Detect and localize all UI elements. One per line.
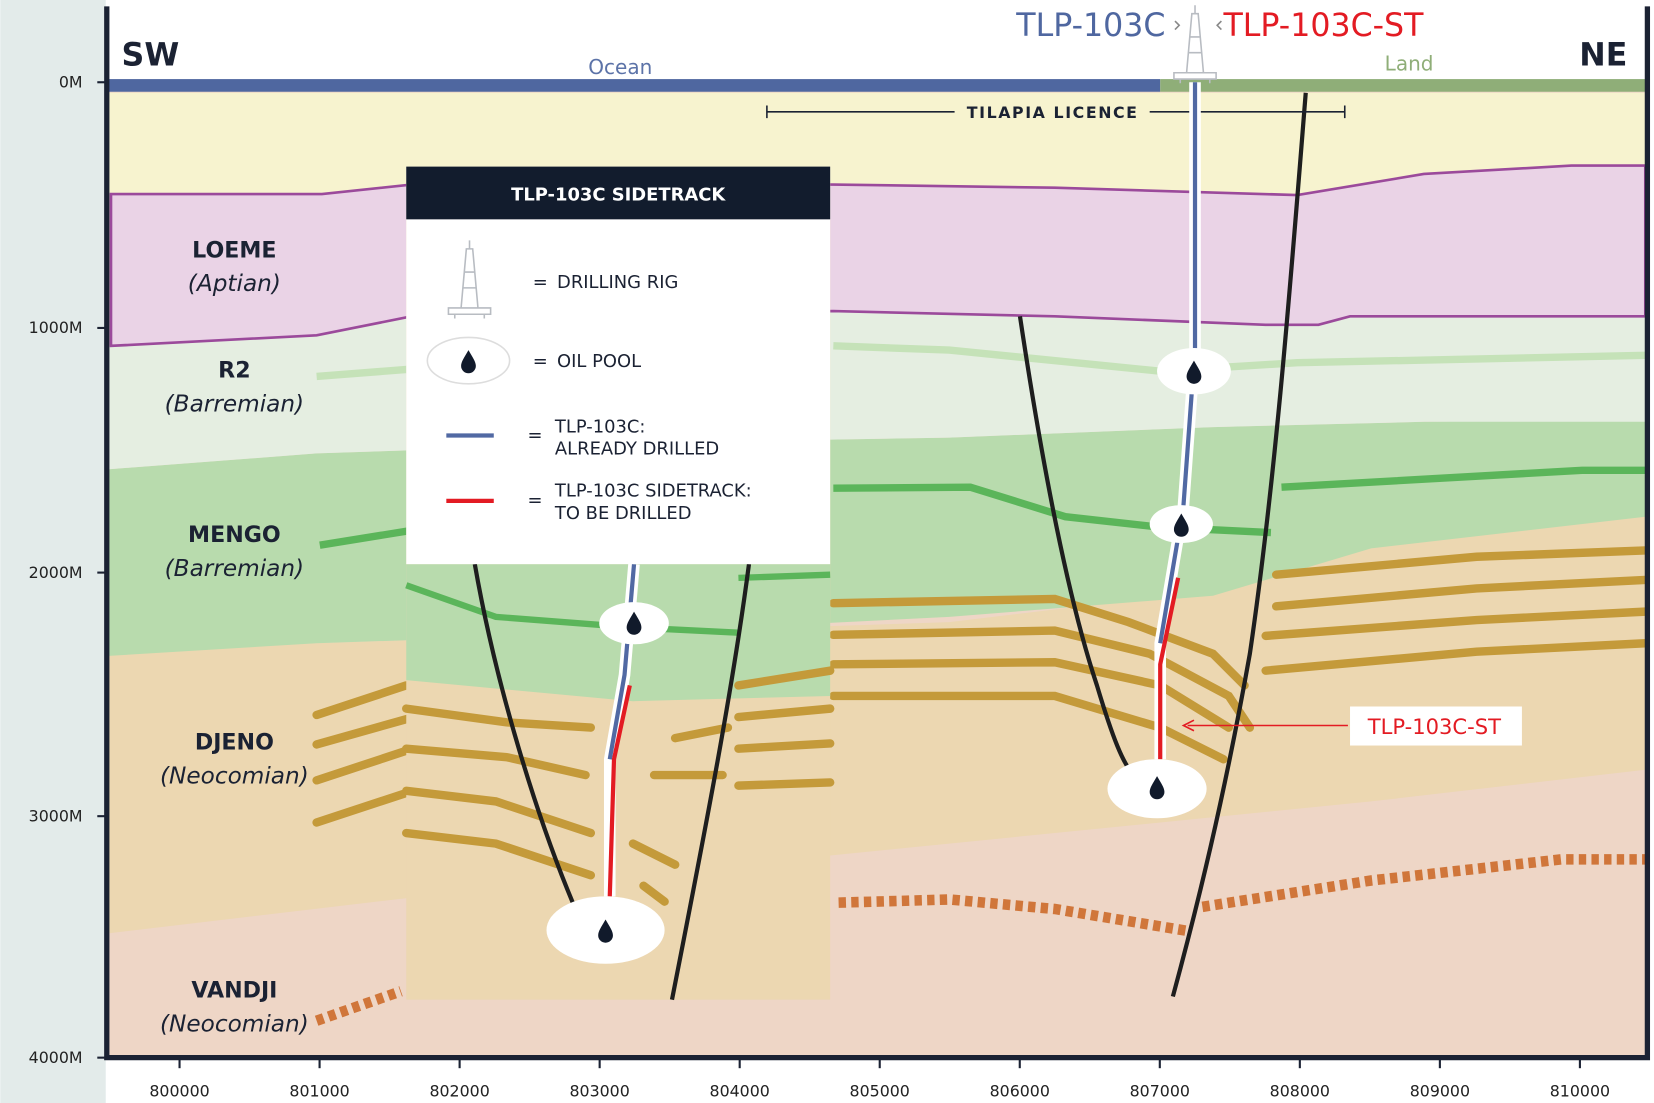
x-label: 805000 (850, 1082, 910, 1101)
ocean-bar (109, 79, 1160, 92)
formation-name: VANDJI (191, 978, 277, 1004)
formation-name: DJENO (195, 730, 274, 756)
x-label: 803000 (569, 1082, 629, 1101)
formation-age: (Neocomian) (160, 1010, 309, 1037)
x-label: 806000 (990, 1082, 1050, 1101)
depth-label: 3000M (29, 806, 83, 825)
land-label: Land (1385, 52, 1434, 76)
rig-icon (1174, 5, 1216, 83)
legend-eq: = (528, 425, 543, 446)
sw-label: SW (122, 37, 180, 73)
formation-name: MENGO (188, 522, 281, 548)
land-bar (1160, 79, 1645, 92)
x-label: 800000 (149, 1082, 209, 1101)
axis-panel (0, 0, 105, 1103)
legend-eq: = (533, 351, 548, 372)
formation-name: R2 (218, 358, 250, 384)
callout-label: TLP-103C-ST (1367, 714, 1501, 739)
ne-label: NE (1579, 37, 1627, 73)
legend-label: TO BE DRILLED (554, 503, 692, 524)
x-label: 804000 (710, 1082, 770, 1101)
formation-age: (Neocomian) (160, 762, 309, 789)
sidetrack-name: TLP-103C-ST (1222, 8, 1424, 44)
depth-label: 1000M (29, 318, 83, 337)
formation-age: (Aptian) (188, 270, 281, 297)
legend-label: DRILLING RIG (557, 272, 678, 293)
formation-age: (Barremian) (165, 390, 304, 417)
legend-label: TLP-103C: (554, 416, 646, 437)
x-label: 810000 (1550, 1082, 1610, 1101)
x-label: 809000 (1410, 1082, 1470, 1101)
well-name: TLP-103C (1015, 8, 1165, 44)
x-label: 802000 (429, 1082, 489, 1101)
ocean-label: Ocean (588, 55, 652, 79)
x-label: 807000 (1130, 1082, 1190, 1101)
legend-title: TLP-103C SIDETRACK (511, 184, 726, 205)
inset: TLP-103C SIDETRACK = = = = DRILLING RIG … (406, 167, 830, 1000)
cross-section: Ocean Land SW NE TILAPIA LICENCE TLP-103… (0, 0, 1654, 1103)
licence-label: TILAPIA LICENCE (967, 103, 1139, 122)
legend-label: ALREADY DRILLED (555, 438, 719, 459)
legend-label: OIL POOL (557, 351, 641, 372)
x-label: 801000 (289, 1082, 349, 1101)
formation-age: (Barremian) (165, 555, 304, 582)
depth-label: 0M (59, 73, 83, 92)
legend-label: TLP-103C SIDETRACK: (554, 481, 752, 502)
formation-name: LOEME (192, 237, 276, 263)
legend-eq: = (528, 490, 543, 511)
x-label: 808000 (1270, 1082, 1330, 1101)
depth-label: 2000M (29, 563, 83, 582)
legend-eq: = (533, 272, 548, 293)
depth-label: 4000M (29, 1048, 83, 1067)
